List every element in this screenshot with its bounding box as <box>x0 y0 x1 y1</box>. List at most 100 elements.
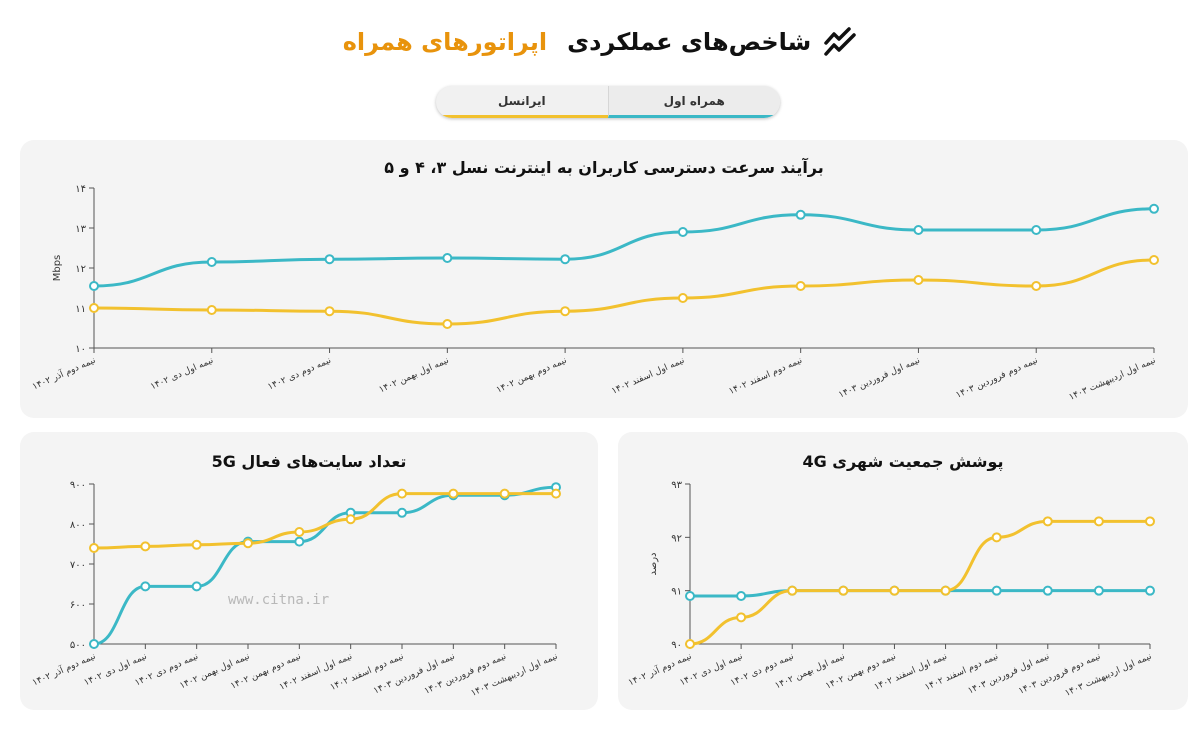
data-point <box>324 306 335 317</box>
y-tick-label: ۱۲ <box>75 264 86 275</box>
data-point <box>1145 585 1155 596</box>
data-point <box>89 303 99 313</box>
x-tick-label: نیمه دوم اسفند ۱۴۰۲ <box>728 356 804 397</box>
data-point <box>991 585 1002 596</box>
data-point <box>991 532 1002 543</box>
tab-hamrah-aval[interactable]: همراه اول <box>607 86 780 118</box>
data-point <box>1042 585 1053 596</box>
data-point <box>685 639 695 649</box>
x-tick-label: نیمه دوم بهمن ۱۴۰۲ <box>495 356 568 396</box>
data-point <box>795 281 806 291</box>
sites-chart-card: تعداد سایت‌های فعال 5G ۵۰۰ ۶۰۰ ۷۰۰ ۸۰۰ ۹۰۰ نی… <box>20 432 598 710</box>
page-header: شاخص‌های عملکردی اپراتورهای همراه <box>0 22 1200 62</box>
y-tick-label: ۱۱ <box>75 304 86 315</box>
data-point <box>787 585 798 596</box>
data-point <box>1042 516 1053 527</box>
series-line <box>92 258 1156 326</box>
y-tick-label: ۹۰ <box>671 640 682 651</box>
data-point <box>913 275 924 285</box>
x-tick-label: نیمه اول فروردین ۱۴۰۳ <box>837 356 921 401</box>
series-line <box>92 485 558 646</box>
data-point <box>294 527 305 537</box>
series-line <box>92 492 558 550</box>
y-tick-label: ۹۲ <box>671 533 682 544</box>
speed-chart-card: برآیند سرعت دسترسی کاربران به اینترنت نس… <box>20 140 1188 418</box>
data-point <box>294 536 305 547</box>
chart-title: برآیند سرعت دسترسی کاربران به اینترنت نس… <box>384 158 824 177</box>
coverage-chart-card: پوشش جمعیت شهری 4G ۹۰ ۹۱ ۹۲ ۹۳ درصد نیمه دوم … <box>618 432 1188 710</box>
trend-lines-icon <box>824 27 856 56</box>
data-point <box>243 538 253 549</box>
data-point <box>345 514 356 525</box>
page-title: شاخص‌های عملکردی <box>567 28 812 56</box>
x-tick-label: نیمه دوم آذر ۱۴۰۲ <box>30 354 97 393</box>
x-tick-label: نیمه دوم فروردین ۱۴۰۳ <box>955 356 1040 401</box>
chart-title: تعداد سایت‌های فعال 5G <box>211 452 407 471</box>
data-point <box>397 488 407 499</box>
x-tick-label: نیمه اول دی ۱۴۰۲ <box>149 356 215 393</box>
data-point <box>442 253 453 263</box>
data-point <box>1093 585 1104 596</box>
series-line <box>688 519 1152 646</box>
data-point <box>448 488 459 499</box>
operator-toggle: همراه اول ایرانسل <box>436 86 780 118</box>
data-point <box>560 254 571 265</box>
data-point <box>1031 225 1042 235</box>
data-point <box>140 541 151 552</box>
data-point <box>442 319 453 329</box>
data-point <box>206 305 217 315</box>
data-point <box>677 227 688 237</box>
series-line <box>92 207 1156 288</box>
data-point <box>677 293 688 303</box>
x-tick-label: نیمه اول بهمن ۱۴۰۲ <box>378 356 451 396</box>
y-tick-label: ۱۳ <box>75 224 86 235</box>
x-tick-label: نیمه اول اردیبهشت ۱۴۰۳ <box>1068 356 1158 403</box>
y-tick-label: ۱۰ <box>75 344 86 355</box>
y-tick-label: ۹۱ <box>671 587 682 598</box>
data-point <box>1093 516 1104 527</box>
page-title-accent: اپراتورهای همراه <box>342 28 548 56</box>
watermark: www.citna.ir <box>228 592 330 608</box>
data-point <box>1149 255 1159 265</box>
data-point <box>89 639 99 649</box>
y-axis-label: Mbps <box>52 255 63 282</box>
data-point <box>191 539 202 550</box>
data-point <box>191 581 202 592</box>
data-point <box>499 488 510 499</box>
x-tick-label: نیمه دوم دی ۱۴۰۲ <box>266 356 332 393</box>
y-tick-label: ۱۴ <box>75 184 86 195</box>
data-point <box>560 306 571 317</box>
data-point <box>913 225 924 235</box>
data-point <box>736 612 747 623</box>
data-point <box>397 507 407 518</box>
chart-title: پوشش جمعیت شهری 4G <box>802 452 1004 471</box>
data-point <box>89 281 99 291</box>
data-point <box>685 591 695 601</box>
y-tick-label: ۹۳ <box>671 480 682 491</box>
y-tick-label: ۵۰۰ <box>70 640 86 651</box>
y-tick-label: ۶۰۰ <box>70 600 86 611</box>
data-point <box>324 254 335 265</box>
y-tick-label: ۹۰۰ <box>70 480 86 491</box>
x-tick-label: نیمه اول اسفند ۱۴۰۲ <box>610 356 686 397</box>
data-point <box>140 581 151 592</box>
data-point <box>838 585 849 596</box>
tab-irancell[interactable]: ایرانسل <box>436 86 608 118</box>
y-tick-label: ۸۰۰ <box>70 520 86 531</box>
x-tick-label: نیمه اول اردیبهشت ۱۴۰۳ <box>470 652 560 699</box>
data-point <box>1145 516 1155 527</box>
data-point <box>1149 203 1159 214</box>
data-point <box>940 585 951 596</box>
x-tick-label: نیمه اول اردیبهشت ۱۴۰۳ <box>1064 652 1154 699</box>
data-point <box>736 591 747 601</box>
data-point <box>206 257 217 267</box>
y-tick-label: ۷۰۰ <box>70 560 86 571</box>
y-axis-label: درصد <box>648 552 659 575</box>
data-point <box>551 488 561 499</box>
speed-chart: ۱۰ ۱۱ ۱۲ ۱۳ ۱۴ Mbps نیمه دوم آذر ۱۴۰۲ نیمه اول … <box>30 184 1159 403</box>
data-point <box>89 543 99 553</box>
data-point <box>1031 281 1042 291</box>
data-point <box>889 585 900 596</box>
